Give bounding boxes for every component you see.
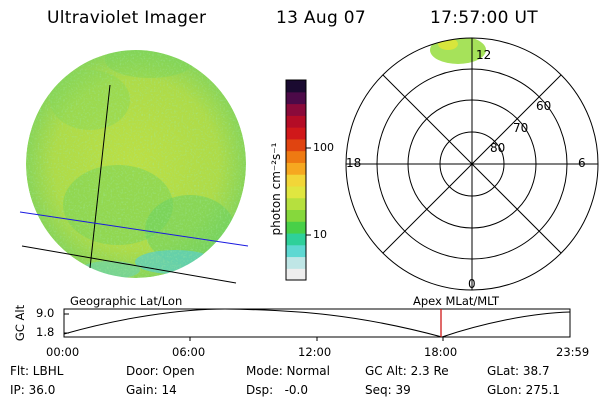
y-tick-1-8: 1.8 xyxy=(36,325,55,339)
gc-alt-info: GC Alt: 2.3 Re xyxy=(365,364,449,378)
instrument-title: Ultraviolet Imager xyxy=(47,8,207,28)
earth-disc xyxy=(26,50,246,278)
mlt-label-18: 18 xyxy=(346,156,362,170)
colorbar-segment xyxy=(286,103,306,116)
mlt-label-12: 12 xyxy=(476,48,492,62)
colorbar-segment xyxy=(286,185,306,199)
uv-patch xyxy=(63,165,173,245)
x-tick-1800: 18:00 xyxy=(424,345,458,359)
colorbar-tick-10: 10 xyxy=(313,228,327,241)
date-label: 13 Aug 07 xyxy=(276,8,366,28)
colorbar-segment xyxy=(286,244,306,258)
colorbar-segment xyxy=(286,115,306,128)
lat-label-60: 60 xyxy=(536,99,552,113)
colorbar-segment xyxy=(286,209,306,222)
geographic-title: Geographic Lat/Lon xyxy=(70,294,183,308)
uv-patch xyxy=(145,195,235,265)
uv-patch xyxy=(50,70,130,130)
uv-cyan-edge xyxy=(135,250,215,274)
glon-info: GLon: 275.1 xyxy=(487,383,560,397)
mlt-label-0: 0 xyxy=(468,277,476,291)
colorbar-segment xyxy=(286,127,306,140)
colorbar-segment xyxy=(286,80,306,93)
filter-info: Flt: LBHL xyxy=(10,364,64,378)
colorbar-segment xyxy=(286,162,306,175)
lat-label-80: 80 xyxy=(490,141,506,155)
lat-label-70: 70 xyxy=(513,121,529,135)
colorbar-segment xyxy=(286,256,306,269)
colorbar-segment xyxy=(286,221,306,234)
x-tick-2359: 23:59 xyxy=(556,345,590,359)
altitude-curve xyxy=(63,308,571,338)
glat-info: GLat: 38.7 xyxy=(487,364,550,378)
gc-alt-axis-label: GC Alt xyxy=(13,304,27,342)
colorbar-segment xyxy=(286,138,306,152)
x-tick-0600: 06:00 xyxy=(172,345,206,359)
auroral-oval-patch xyxy=(438,38,458,50)
colorbar-tick-100: 100 xyxy=(313,141,334,154)
colorbar-segment xyxy=(286,232,306,246)
colorbar-unit-label: photon cm⁻²s⁻¹ xyxy=(269,142,283,236)
colorbar-segment xyxy=(286,91,306,105)
x-tick-1200: 12:00 xyxy=(298,345,332,359)
door-info: Door: Open xyxy=(126,364,195,378)
apex-title: Apex MLat/MLT xyxy=(413,294,500,308)
mlt-label-6: 6 xyxy=(578,156,586,170)
geo-grid-line xyxy=(21,245,237,284)
uv-patch xyxy=(105,50,195,78)
geo-grid-line xyxy=(89,84,111,269)
time-label: 17:57:00 UT xyxy=(430,8,538,28)
colorbar-segment xyxy=(286,174,306,187)
uv-cyan-edge xyxy=(80,261,140,278)
colorbar-segment xyxy=(286,268,306,281)
geo-grid-line-blue xyxy=(19,211,249,247)
seq-info: Seq: 39 xyxy=(365,383,411,397)
colorbar-segment xyxy=(286,150,306,163)
mode-info: Mode: Normal xyxy=(246,364,330,378)
x-tick-0000: 00:00 xyxy=(46,345,80,359)
colorbar-segment xyxy=(286,197,306,211)
gain-info: Gain: 14 xyxy=(126,383,177,397)
ip-info: IP: 36.0 xyxy=(10,383,56,397)
y-tick-9: 9.0 xyxy=(36,306,55,320)
dsp-info: Dsp: -0.0 xyxy=(246,383,309,397)
